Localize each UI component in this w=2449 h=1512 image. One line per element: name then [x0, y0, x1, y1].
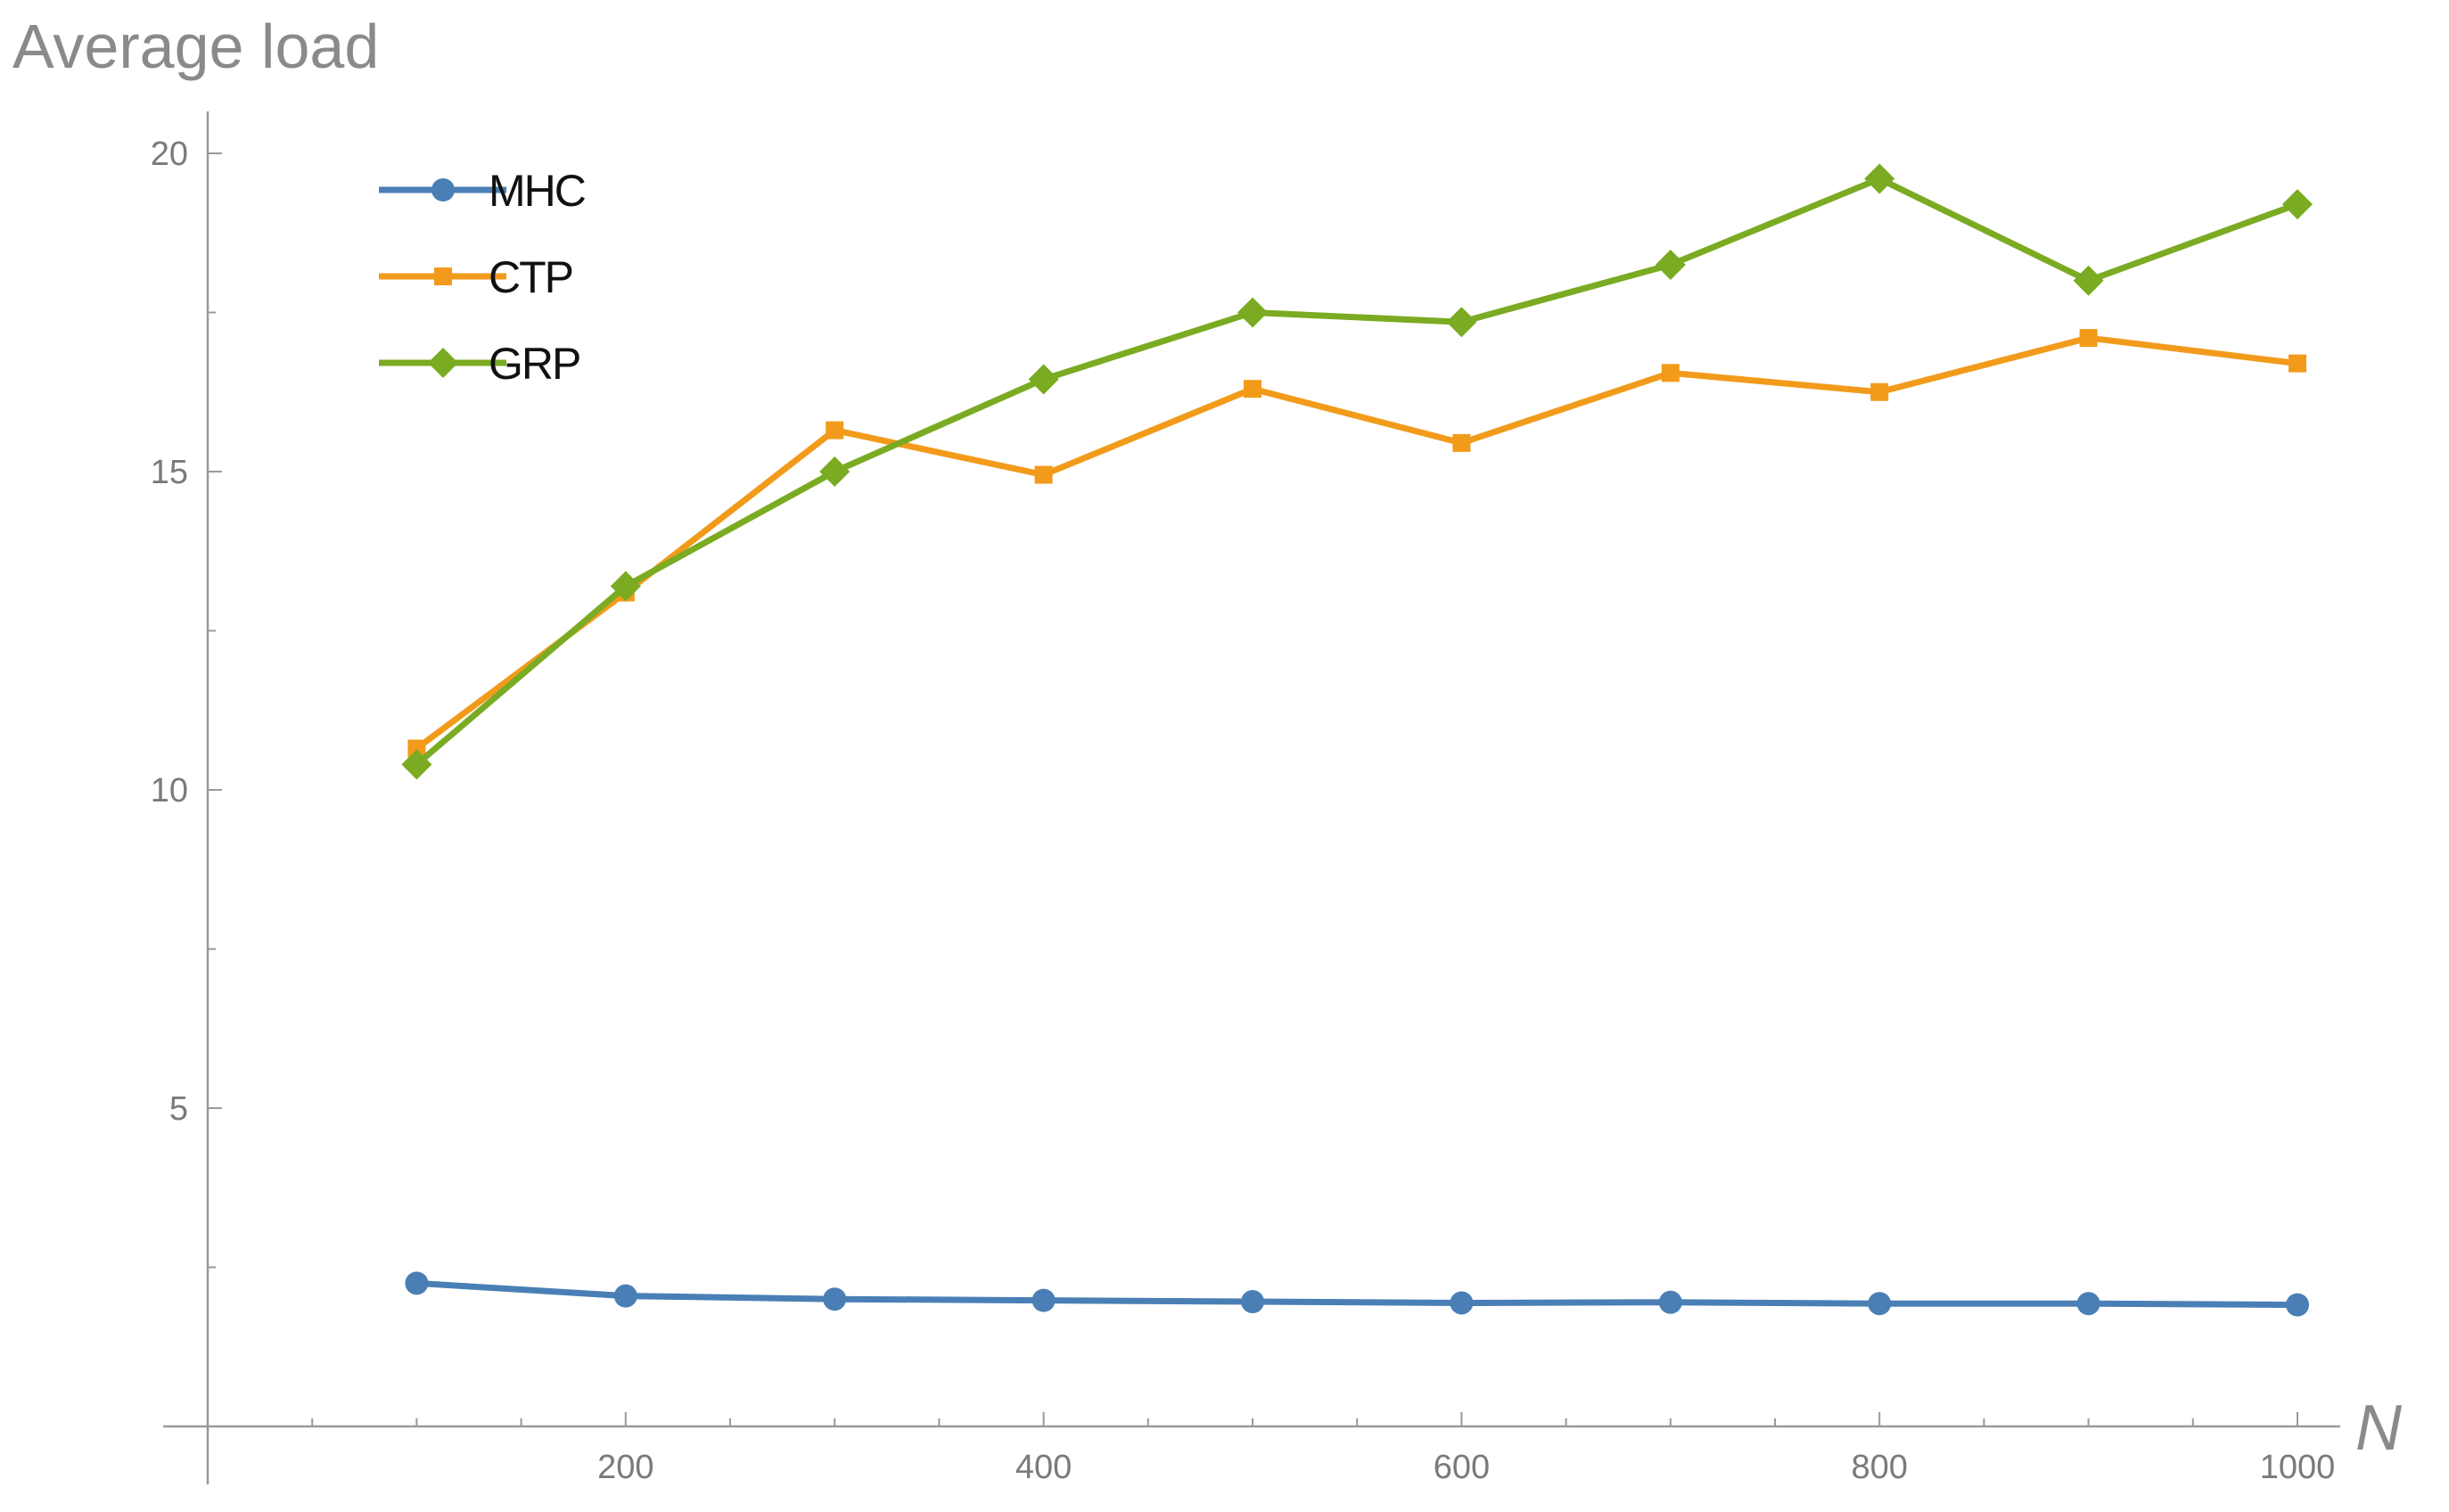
y-tick-label: 10 [151, 772, 188, 809]
data-point-grp [401, 749, 432, 780]
data-point-mhc [1450, 1291, 1474, 1315]
data-point-grp [1446, 307, 1477, 338]
data-point-mhc [2076, 1292, 2100, 1316]
data-point-ctp [2289, 354, 2306, 373]
legend-label-ctp: CTP [489, 252, 572, 302]
legend-item-ctp: CTP [379, 252, 574, 302]
data-point-mhc [1031, 1288, 1056, 1312]
data-point-grp [610, 571, 641, 602]
data-point-mhc [823, 1287, 847, 1311]
x-tick-label: 200 [597, 1449, 653, 1486]
data-point-grp [819, 456, 851, 487]
x-tick-label: 800 [1851, 1449, 1907, 1486]
legend-label-grp: GRP [489, 339, 579, 389]
data-point-grp [1028, 364, 1059, 395]
data-point-grp [2073, 265, 2104, 296]
data-point-grp [1655, 249, 1686, 280]
y-tick-label: 20 [151, 136, 188, 173]
data-point-ctp [826, 421, 844, 440]
data-point-ctp [1870, 382, 1889, 401]
series-line-mhc [416, 1279, 2298, 1309]
data-point-ctp [1244, 380, 1261, 399]
series-ctp [407, 329, 2306, 758]
data-point-mhc [1658, 1290, 1682, 1314]
data-point-ctp [1452, 433, 1471, 452]
series-grp [401, 163, 2313, 780]
data-point-ctp [1661, 364, 1680, 382]
series-layer [401, 163, 2313, 1317]
data-point-ctp [2079, 329, 2098, 348]
data-point-mhc [405, 1271, 429, 1295]
x-tick-label: 1000 [2260, 1449, 2336, 1486]
legend: MHC CTP GRP [379, 166, 588, 389]
data-point-mhc [1868, 1292, 1892, 1316]
y-tick-label: 15 [151, 454, 188, 491]
legend-marker-grp [428, 348, 458, 378]
series-line-ctp [415, 334, 2298, 752]
legend-item-mhc: MHC [379, 166, 588, 216]
data-point-ctp [1034, 465, 1053, 484]
legend-marker-mhc [431, 178, 455, 201]
legend-label-mhc: MHC [489, 166, 586, 216]
data-point-mhc [613, 1284, 637, 1308]
y-axis-title: Average load [12, 12, 379, 81]
legend-marker-ctp [434, 267, 452, 285]
data-point-grp [1237, 297, 1268, 328]
data-point-grp [2282, 189, 2313, 220]
x-tick-label: 400 [1015, 1449, 1072, 1486]
data-point-ctp [407, 739, 426, 758]
legend-item-grp: GRP [379, 339, 581, 389]
data-point-mhc [1241, 1290, 1264, 1314]
x-axis-title: N [2355, 1393, 2403, 1464]
data-point-mhc [2286, 1293, 2309, 1317]
series-line-grp [415, 176, 2299, 768]
y-tick-label: 5 [169, 1090, 188, 1128]
x-tick-label: 600 [1434, 1449, 1490, 1486]
series-mhc [405, 1271, 2309, 1317]
data-point-grp [1864, 163, 1895, 194]
axis-ticks: 200 400 600 800 1000 5 10 15 20 [151, 136, 2336, 1486]
